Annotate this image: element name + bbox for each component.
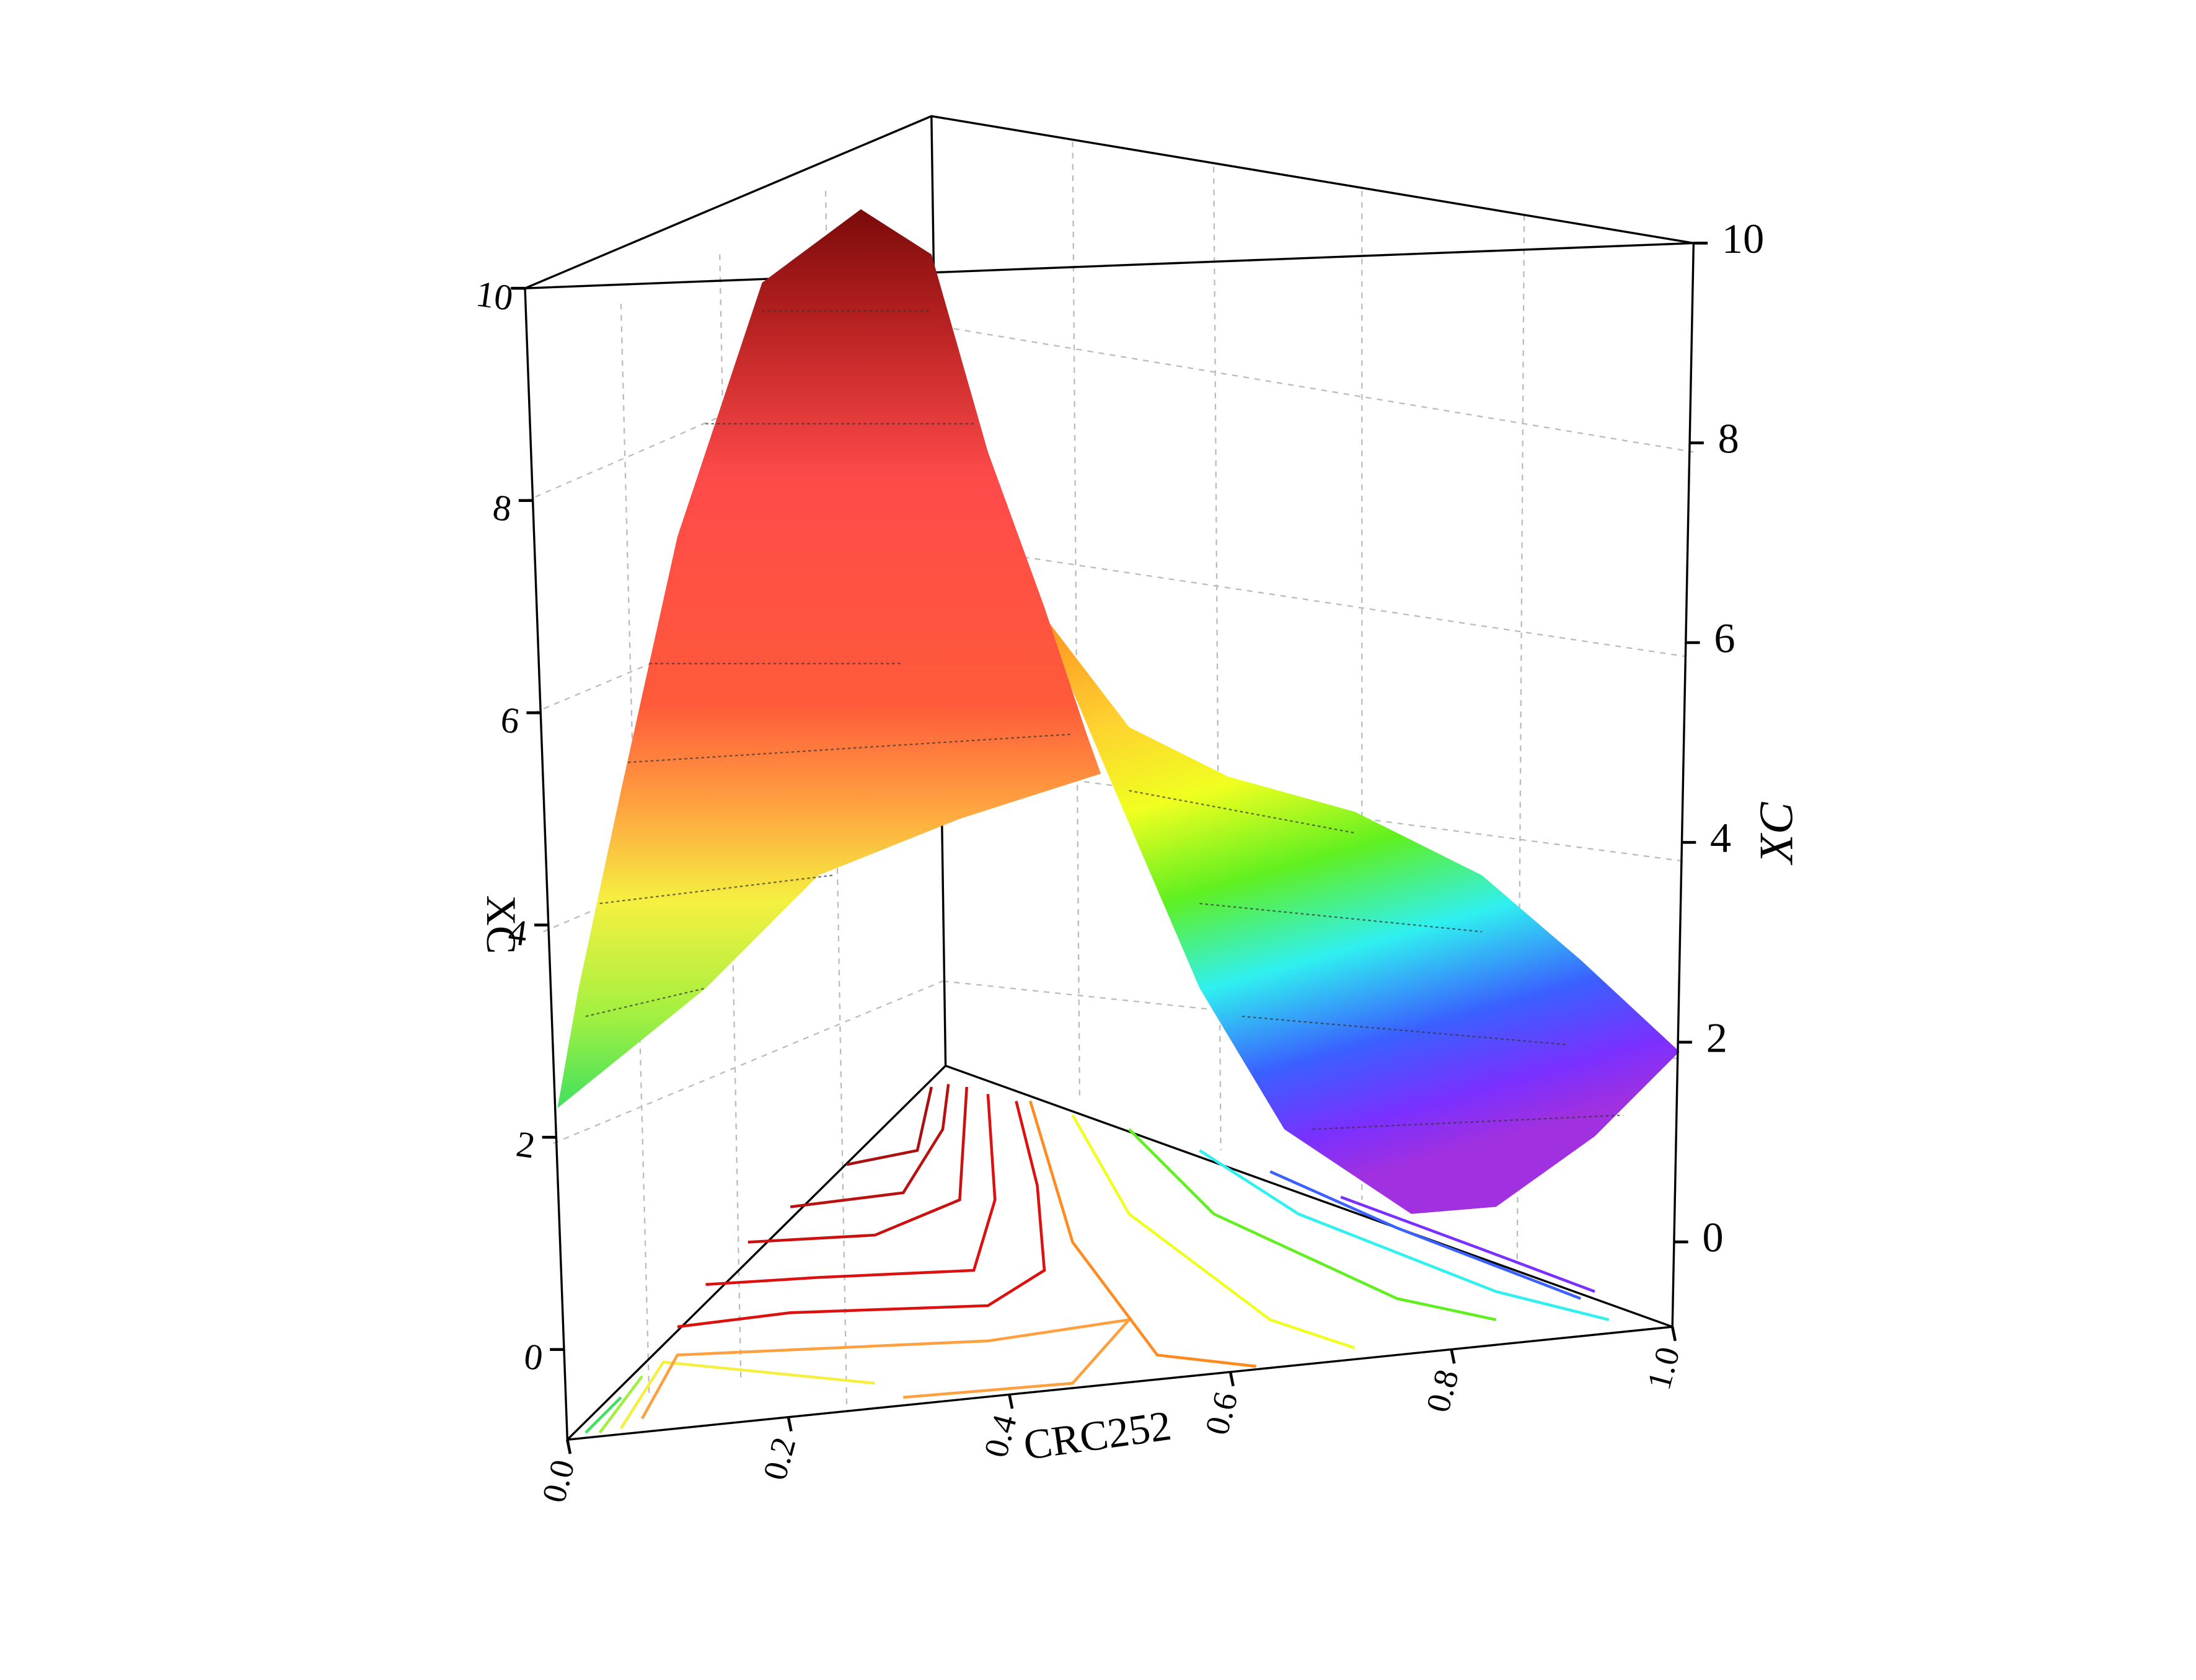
- x-tick-label: 0.8: [1419, 1365, 1466, 1416]
- base-contours: [584, 1084, 1610, 1434]
- x-tick-label: 0.4: [976, 1410, 1024, 1461]
- x-axis-label: CRC252: [1021, 1402, 1174, 1469]
- x-tick: [566, 1439, 572, 1454]
- z-tick-label-right: 6: [1714, 615, 1735, 662]
- x-tick: [1228, 1371, 1235, 1387]
- x-tick: [1671, 1326, 1677, 1342]
- x-tick-label: 1.0: [1639, 1343, 1687, 1394]
- z-tick-label-right: 8: [1718, 415, 1739, 462]
- axes: [524, 243, 1695, 1441]
- z-tick-label-left: 0: [522, 1335, 545, 1378]
- x-tick: [1450, 1349, 1456, 1364]
- z-axis-label-left: XC: [478, 895, 525, 954]
- surface: [557, 209, 1680, 1214]
- x-tick: [1008, 1394, 1014, 1409]
- z-tick-label-left: 6: [498, 698, 522, 741]
- x-tick-label: 0.2: [756, 1433, 803, 1484]
- z-tick-label-left: 2: [514, 1123, 537, 1166]
- z-axis-label-right: XC: [1749, 801, 1802, 865]
- z-tick-label-right: 0: [1702, 1214, 1723, 1261]
- surface-right: [1037, 607, 1680, 1214]
- surface-left: [557, 209, 1101, 1109]
- x-tick-label: 0.6: [1197, 1388, 1245, 1439]
- z-tick-label-right: 4: [1710, 814, 1731, 861]
- frame: [524, 115, 1694, 1441]
- z-tick-label-left: 8: [490, 486, 514, 529]
- z-tick-label-right: 10: [1722, 215, 1764, 262]
- x-tick: [787, 1417, 793, 1432]
- x-tick-label: 0.0: [534, 1456, 582, 1506]
- z-tick-label-right: 2: [1706, 1014, 1727, 1061]
- z-tick-label-left: 10: [474, 273, 516, 319]
